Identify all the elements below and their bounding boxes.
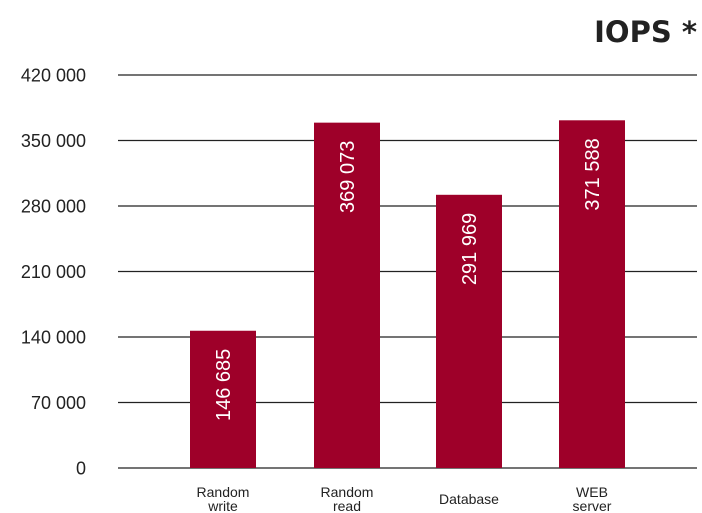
x-category-label: WEB server bbox=[573, 484, 612, 513]
data-labels: 146 685 369 073 291 969 371 588 bbox=[213, 138, 604, 421]
x-category-label: Random write bbox=[197, 484, 250, 513]
y-tick-label: 350 000 bbox=[21, 131, 86, 151]
chart-title: IOPS * bbox=[594, 15, 697, 49]
y-tick-label: 140 000 bbox=[21, 328, 86, 348]
bar-value-label: 291 969 bbox=[459, 213, 481, 285]
bar bbox=[559, 120, 625, 468]
x-category-label: Database bbox=[439, 491, 499, 507]
bar-value-label: 146 685 bbox=[213, 349, 235, 421]
bar bbox=[190, 330, 256, 468]
bars bbox=[190, 120, 625, 469]
bar-value-label: 369 073 bbox=[337, 141, 359, 213]
y-tick-label: 280 000 bbox=[21, 197, 86, 217]
bar-value-label: 371 588 bbox=[582, 138, 604, 210]
y-axis-tick-labels: 0 70 000 140 000 210 000 280 000 350 000 420 0… bbox=[21, 66, 86, 479]
x-category-label: Random read bbox=[321, 484, 374, 513]
y-tick-label: 420 000 bbox=[21, 66, 86, 86]
x-axis-category-labels: Random write Random read Database WEB server bbox=[197, 484, 612, 513]
bar bbox=[436, 194, 502, 469]
bar bbox=[314, 122, 380, 468]
y-tick-label: 0 bbox=[76, 459, 86, 479]
y-tick-label: 210 000 bbox=[21, 262, 86, 282]
y-tick-label: 70 000 bbox=[31, 393, 86, 413]
